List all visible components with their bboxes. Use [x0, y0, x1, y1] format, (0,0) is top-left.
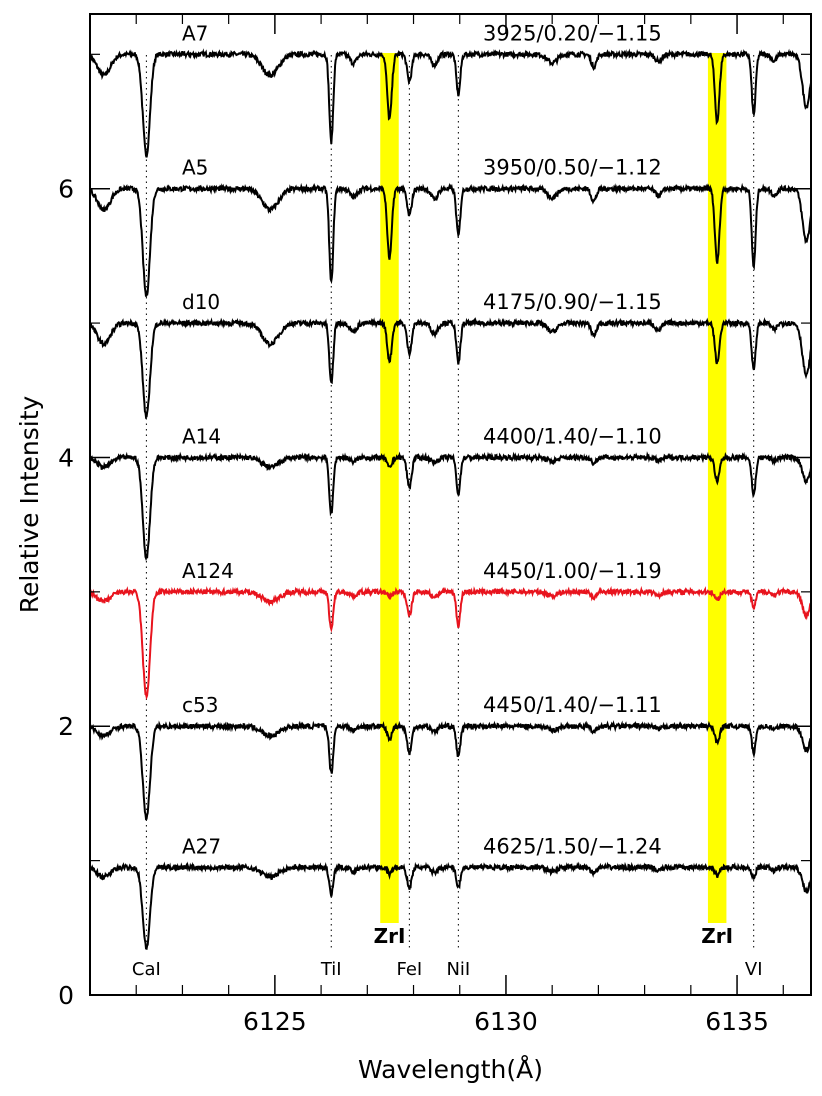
y-tick-label: 6	[58, 175, 74, 204]
series-params-label: 4450/1.40/−1.11	[483, 693, 662, 717]
spectrum-a27	[89, 861, 812, 951]
y-tick-label: 0	[58, 981, 74, 1010]
series-params-label: 3925/0.20/−1.15	[483, 21, 662, 45]
series-params-label: 4450/1.00/−1.19	[483, 559, 662, 583]
ref-line-label: CaI	[132, 959, 161, 980]
x-tick-label: 6130	[474, 1007, 538, 1036]
series-params-label: 4175/0.90/−1.15	[483, 290, 662, 314]
spectra-series	[89, 48, 812, 951]
x-axis-title: Wavelength(Å)	[358, 1055, 543, 1084]
y-tick-label: 2	[58, 712, 74, 741]
spectrum-c53	[89, 720, 812, 821]
series-name-label: c53	[182, 693, 218, 717]
y-tick-label: 4	[58, 443, 74, 472]
ref-line-label: TiI	[320, 959, 342, 980]
series-name-label: A124	[182, 559, 234, 583]
annotation-labels: A7 3925/0.20/−1.15 A5 3950/0.50/−1.12 d10 417…	[132, 21, 763, 980]
spectrum-a5	[89, 182, 812, 297]
zr-band-label: ZrI	[374, 924, 406, 948]
axis-ticks: 6125 6130 6135 0 2 4 6	[58, 14, 811, 1036]
reference-lines	[145, 55, 755, 950]
ref-line-label: NiI	[446, 959, 470, 980]
zr-highlight-band-1	[380, 53, 399, 923]
plot-frame	[89, 13, 812, 996]
zr-band-label: ZrI	[701, 924, 733, 948]
series-params-label: 4400/1.40/−1.10	[483, 424, 662, 448]
series-params-label: 3950/0.50/−1.12	[483, 156, 662, 180]
series-params-label: 4625/1.50/−1.24	[483, 834, 662, 858]
series-name-label: A14	[182, 424, 221, 448]
ref-line-label: VI	[745, 959, 763, 980]
series-name-label: A7	[182, 21, 208, 45]
y-axis-title: Relative Intensity	[15, 396, 44, 614]
series-name-label: d10	[182, 290, 220, 314]
x-tick-label: 6135	[705, 1007, 769, 1036]
series-name-label: A27	[182, 834, 221, 858]
spectrum-d10	[89, 316, 812, 420]
x-tick-label: 6125	[243, 1007, 307, 1036]
zr-highlight-band-2	[707, 53, 727, 923]
spectrum-a14	[89, 451, 812, 562]
series-name-label: A5	[182, 156, 208, 180]
ref-line-label: FeI	[396, 959, 422, 980]
spectrum-a7	[89, 48, 812, 158]
highlight-bands	[380, 53, 727, 923]
spectrum-a124	[89, 585, 812, 701]
